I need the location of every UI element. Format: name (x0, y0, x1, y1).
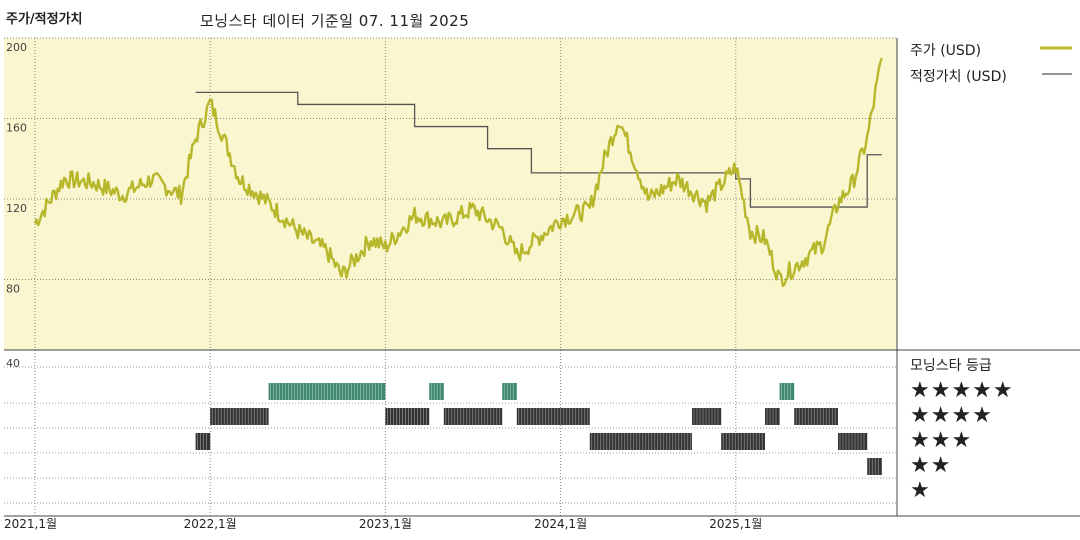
y-tick-label: 80 (6, 283, 20, 296)
x-tick-label: 2025,1월 (709, 517, 762, 531)
rating-bar-3-star (721, 433, 765, 450)
rating-1-star: ★ (910, 478, 931, 503)
rating-2-stars: ★★ (910, 453, 952, 478)
upper-panel-background (4, 38, 897, 350)
rating-bars (195, 383, 882, 475)
y-tick-label: 160 (6, 122, 27, 135)
price-line (33, 57, 883, 287)
rating-bar-4-star (692, 408, 722, 425)
x-tick-label: 2023,1월 (359, 517, 412, 531)
y-tick-label: 120 (6, 202, 27, 215)
y-tick-label: 40 (6, 357, 20, 370)
rating-bar-3-star (838, 433, 868, 450)
rating-5-stars: ★★★★★ (910, 378, 1014, 403)
fair-value-line (195, 91, 882, 208)
rating-bar-4-star (516, 408, 590, 425)
rating-bar-4-star (385, 408, 430, 425)
y-tick-label: 200 (6, 41, 27, 54)
x-tick-label: 2024,1월 (534, 517, 587, 531)
rating-panel-title: 모닝스타 등급 (910, 358, 992, 374)
legend-fair-value-label: 적정가치 (USD) (910, 69, 1007, 85)
rating-4-stars: ★★★★ (910, 403, 993, 428)
rating-bar-4-star (794, 408, 838, 425)
chart-subtitle: 모닝스타 데이터 기준일 07. 11월 2025 (200, 12, 470, 30)
rating-3-stars: ★★★ (910, 428, 973, 453)
y-tick-labels: 80 120 160 200 40 (6, 41, 27, 370)
rating-bar-3-star (589, 433, 692, 450)
legend-price-label: 주가 (USD) (910, 43, 982, 59)
x-tick-label: 2021,1월 (4, 517, 57, 531)
x-tick-label: 2022,1월 (184, 517, 237, 531)
x-tick-labels: 2021,1월 2022,1월 2023,1월 2024,1월 2025,1월 (4, 517, 762, 531)
rating-bar-5-star (268, 383, 386, 400)
chart-title: 주가/적정가치 (6, 12, 83, 27)
upper-grid (4, 37, 897, 516)
lower-grid (4, 366, 897, 504)
